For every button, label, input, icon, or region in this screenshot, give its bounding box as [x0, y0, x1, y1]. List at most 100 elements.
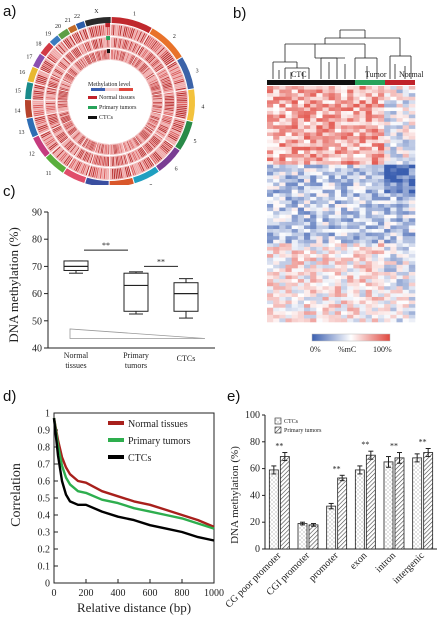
heatmap-cell: [402, 257, 410, 262]
heatmap-cell: [297, 229, 305, 233]
heatmap-cell: [334, 150, 342, 155]
track-mark: [61, 117, 71, 122]
chromosome-label-22: 22: [74, 14, 80, 20]
track-mark: [86, 153, 91, 162]
heatmap-cell: [402, 132, 410, 137]
heatmap-cell: [347, 136, 354, 140]
heatmap-cell: [341, 214, 348, 219]
track-mark: [43, 62, 53, 68]
heatmap-cell: [328, 125, 336, 130]
track-mark: [113, 144, 115, 154]
heatmap-cell: [328, 293, 336, 298]
track-mark: [64, 122, 73, 128]
heatmap-cell: [378, 150, 385, 155]
heatmap-cell: [285, 150, 292, 155]
track-mark: [134, 151, 139, 160]
heatmap-cell: [297, 275, 305, 280]
heatmap-cell: [402, 100, 410, 105]
heatmap-cell: [334, 300, 342, 305]
heatmap-cell: [378, 171, 385, 176]
heatmap-cell: [384, 257, 391, 262]
heatmap-cell: [322, 193, 329, 198]
heatmap-cell: [334, 239, 342, 244]
heatmap-cell: [322, 146, 329, 151]
heatmap-cell: [408, 318, 416, 323]
heatmap-cell: [279, 314, 286, 319]
heatmap-cell: [378, 314, 385, 319]
group-bar-tumor: [355, 80, 385, 85]
heatmap-cell: [365, 89, 373, 94]
heatmap-cell: [322, 164, 329, 169]
heatmap-cell: [334, 153, 342, 158]
track-mark: [102, 25, 105, 36]
chromosome-band-10: [63, 168, 87, 184]
track-mark: [73, 132, 81, 140]
chromosome-band-15: [25, 82, 34, 100]
heatmap-cell: [359, 111, 366, 115]
track-mark: [117, 25, 121, 36]
heatmap-cell: [285, 114, 292, 119]
heatmap-cell: [353, 307, 360, 312]
track-mark: [146, 157, 153, 167]
heatmap-cell: [390, 304, 397, 308]
track-mark: [101, 156, 104, 166]
track-mark: [146, 37, 153, 47]
heatmap-cell: [378, 279, 385, 283]
heatmap-cell: [279, 103, 286, 108]
heatmap-cell: [402, 250, 410, 255]
heatmap-cell: [378, 146, 385, 151]
heatmap-cell: [353, 261, 360, 266]
heatmap-cell: [408, 225, 416, 230]
heatmap-cell: [291, 286, 299, 291]
heatmap-cell: [334, 250, 342, 255]
heatmap-cell: [371, 139, 379, 144]
track-mark: [87, 41, 92, 51]
colorbar: [311, 333, 391, 342]
track-mark: [120, 168, 123, 179]
heatmap-cell: [310, 211, 317, 216]
heatmap-cell: [291, 164, 299, 169]
track-mark: [45, 59, 55, 66]
heatmap-cell: [384, 103, 391, 108]
heatmap-cell: [353, 304, 360, 308]
heatmap-cell: [285, 296, 292, 301]
heatmap-cell: [371, 250, 379, 255]
heatmap-cell: [359, 103, 366, 108]
heatmap-cell: [341, 89, 348, 94]
heatmap-cell: [267, 86, 274, 90]
track-mark: [53, 127, 62, 133]
heatmap-cell: [359, 271, 366, 276]
heatmap-cell: [273, 178, 280, 183]
heatmap-cell: [371, 164, 379, 169]
track-mark: [157, 69, 166, 75]
track-mark: [148, 79, 157, 84]
bar-y-axis-label: DNA methylation (%): [229, 446, 241, 544]
track-mark: [124, 167, 129, 178]
heatmap-cell: [279, 225, 286, 230]
track-mark: [37, 76, 47, 81]
heatmap-cell: [297, 214, 305, 219]
heatmap-cell: [267, 261, 274, 266]
heatmap-cell: [310, 275, 317, 280]
heatmap-cell: [316, 186, 323, 190]
heatmap-cell: [402, 200, 410, 205]
heatmap-cell: [328, 175, 336, 180]
heatmap-cell: [359, 293, 366, 298]
heatmap-cell: [273, 271, 280, 276]
track-mark: [94, 167, 98, 178]
track-mark: [60, 84, 70, 89]
heatmap-cell: [353, 300, 360, 305]
heatmap-cell: [396, 175, 403, 180]
heatmap-cell: [341, 318, 348, 323]
heatmap-cell: [371, 103, 379, 108]
heatmap-cell: [378, 304, 385, 308]
heatmap-cell: [322, 318, 329, 323]
heatmap-cell: [353, 182, 360, 187]
heatmap-cell: [402, 168, 410, 173]
heatmap-cell: [279, 246, 286, 251]
heatmap-cell: [371, 161, 379, 165]
heatmap-cell: [341, 103, 348, 108]
track-mark: [64, 77, 73, 82]
heatmap-cell: [341, 93, 348, 98]
heatmap-cell: [402, 254, 410, 258]
